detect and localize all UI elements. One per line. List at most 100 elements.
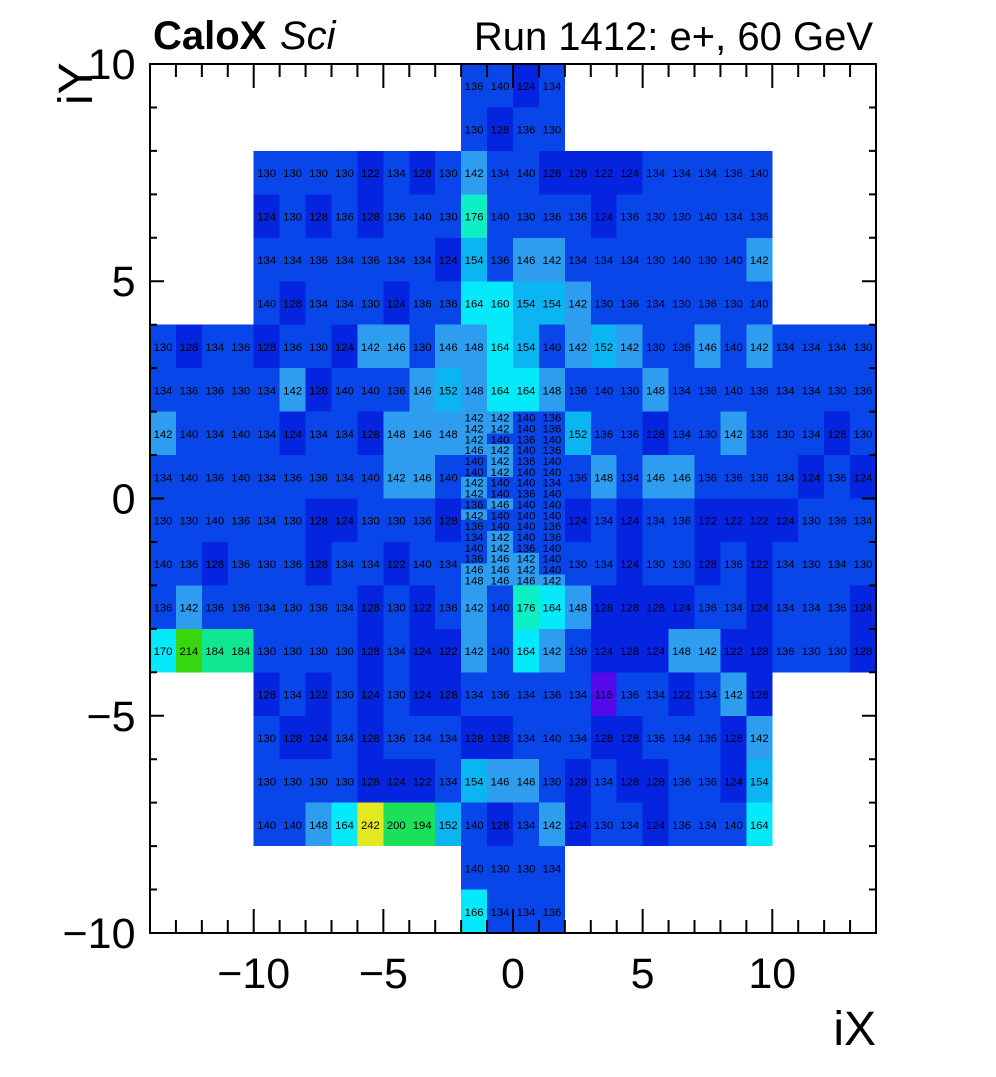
- svg-text:124: 124: [283, 429, 302, 441]
- svg-text:136: 136: [439, 299, 458, 311]
- svg-text:194: 194: [413, 820, 432, 832]
- svg-text:128: 128: [620, 603, 639, 615]
- svg-text:136: 136: [698, 472, 717, 484]
- svg-text:128: 128: [257, 342, 276, 354]
- svg-text:10: 10: [748, 950, 796, 998]
- svg-text:140: 140: [542, 342, 561, 354]
- svg-text:136: 136: [594, 429, 613, 441]
- svg-text:134: 134: [568, 255, 587, 267]
- svg-text:140: 140: [517, 445, 536, 457]
- svg-text:142: 142: [542, 820, 561, 832]
- svg-text:134: 134: [154, 385, 173, 397]
- svg-text:140: 140: [517, 499, 536, 511]
- svg-text:146: 146: [439, 342, 458, 354]
- svg-text:140: 140: [542, 510, 561, 522]
- svg-text:134: 134: [413, 733, 432, 745]
- svg-text:130: 130: [776, 429, 795, 441]
- svg-text:124: 124: [568, 820, 587, 832]
- svg-text:140: 140: [465, 820, 484, 832]
- svg-text:142: 142: [387, 472, 406, 484]
- svg-text:130: 130: [439, 212, 458, 224]
- svg-text:124: 124: [802, 472, 821, 484]
- svg-text:134: 134: [594, 559, 613, 571]
- svg-text:152: 152: [439, 385, 458, 397]
- svg-text:146: 146: [491, 554, 510, 566]
- svg-text:136: 136: [231, 342, 250, 354]
- svg-text:140: 140: [517, 478, 536, 490]
- svg-text:136: 136: [542, 212, 561, 224]
- svg-text:146: 146: [465, 445, 484, 457]
- svg-text:146: 146: [491, 499, 510, 511]
- svg-text:128: 128: [283, 733, 302, 745]
- svg-text:130: 130: [828, 385, 847, 397]
- svg-text:142: 142: [568, 342, 587, 354]
- svg-text:134: 134: [361, 559, 380, 571]
- svg-text:130: 130: [154, 342, 173, 354]
- svg-text:136: 136: [517, 489, 536, 501]
- svg-text:130: 130: [517, 863, 536, 875]
- svg-text:0: 0: [501, 950, 525, 998]
- svg-text:140: 140: [257, 820, 276, 832]
- svg-text:140: 140: [750, 168, 769, 180]
- svg-text:134: 134: [517, 820, 536, 832]
- svg-text:130: 130: [542, 776, 561, 788]
- svg-text:140: 140: [491, 478, 510, 490]
- svg-text:124: 124: [646, 820, 665, 832]
- svg-text:136: 136: [231, 559, 250, 571]
- svg-text:134: 134: [724, 603, 743, 615]
- svg-text:136: 136: [542, 521, 561, 533]
- svg-text:130: 130: [854, 342, 873, 354]
- svg-text:134: 134: [542, 81, 561, 93]
- svg-text:134: 134: [335, 429, 354, 441]
- svg-text:136: 136: [698, 603, 717, 615]
- svg-text:134: 134: [698, 690, 717, 702]
- svg-text:130: 130: [283, 516, 302, 528]
- svg-text:128: 128: [361, 603, 380, 615]
- svg-text:136: 136: [724, 472, 743, 484]
- svg-text:134: 134: [257, 429, 276, 441]
- svg-text:128: 128: [205, 559, 224, 571]
- svg-text:148: 148: [387, 429, 406, 441]
- svg-text:136: 136: [672, 516, 691, 528]
- svg-text:140: 140: [542, 565, 561, 577]
- svg-text:136: 136: [750, 472, 769, 484]
- svg-text:142: 142: [465, 510, 484, 522]
- svg-text:142: 142: [724, 429, 743, 441]
- svg-text:146: 146: [413, 385, 432, 397]
- svg-text:140: 140: [491, 603, 510, 615]
- svg-text:242: 242: [361, 820, 380, 832]
- svg-text:136: 136: [465, 554, 484, 566]
- svg-text:146: 146: [517, 255, 536, 267]
- svg-text:130: 130: [154, 516, 173, 528]
- svg-text:124: 124: [309, 733, 328, 745]
- svg-text:136: 136: [568, 472, 587, 484]
- svg-text:iX: iX: [833, 1003, 876, 1056]
- svg-text:140: 140: [465, 467, 484, 479]
- svg-text:140: 140: [517, 168, 536, 180]
- svg-text:140: 140: [257, 299, 276, 311]
- svg-text:128: 128: [620, 733, 639, 745]
- svg-text:134: 134: [724, 212, 743, 224]
- svg-text:136: 136: [828, 603, 847, 615]
- svg-text:140: 140: [594, 385, 613, 397]
- svg-text:146: 146: [646, 472, 665, 484]
- svg-text:124: 124: [439, 255, 458, 267]
- svg-text:136: 136: [179, 559, 198, 571]
- svg-text:134: 134: [387, 168, 406, 180]
- svg-text:130: 130: [387, 516, 406, 528]
- svg-text:140: 140: [179, 472, 198, 484]
- svg-text:128: 128: [309, 385, 328, 397]
- svg-text:136: 136: [491, 690, 510, 702]
- svg-text:124: 124: [413, 646, 432, 658]
- svg-text:134: 134: [205, 429, 224, 441]
- svg-text:214: 214: [179, 646, 198, 658]
- svg-text:134: 134: [257, 516, 276, 528]
- svg-text:136: 136: [439, 603, 458, 615]
- svg-text:140: 140: [750, 299, 769, 311]
- svg-text:5: 5: [631, 950, 655, 998]
- svg-text:134: 134: [542, 478, 561, 490]
- svg-text:136: 136: [205, 603, 224, 615]
- svg-text:176: 176: [465, 212, 484, 224]
- svg-text:130: 130: [542, 125, 561, 137]
- svg-text:148: 148: [309, 820, 328, 832]
